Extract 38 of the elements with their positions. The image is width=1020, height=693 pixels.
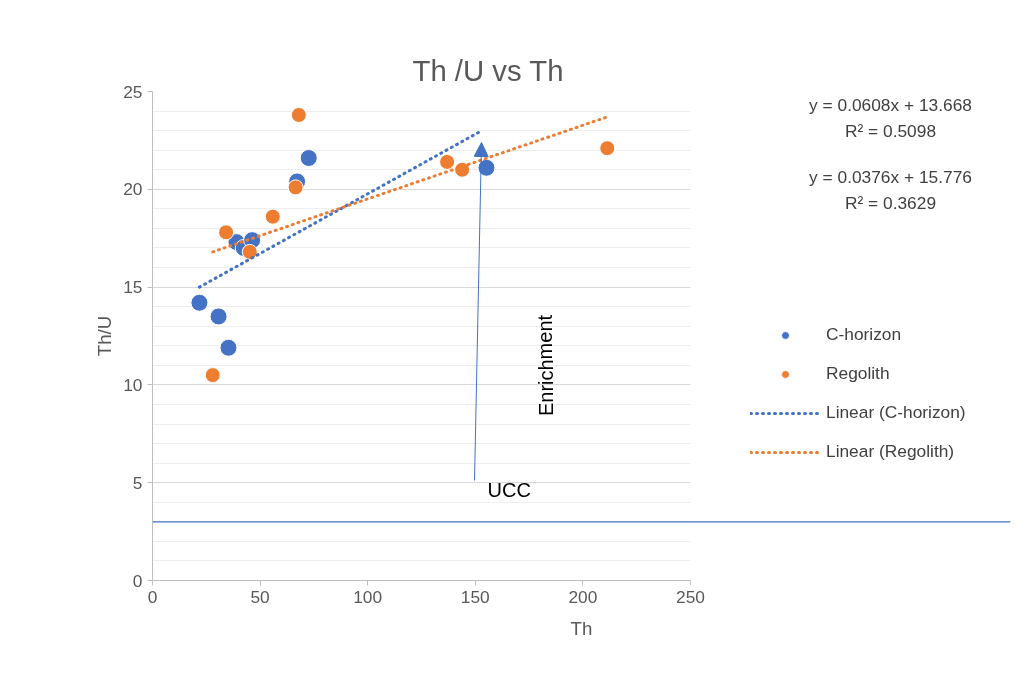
chart-title: Th /U vs Th: [412, 53, 564, 87]
legend-label: Linear (C-horizon): [826, 402, 966, 423]
point: [241, 243, 258, 260]
text: R² = 0.3629: [844, 192, 937, 213]
point: [454, 161, 471, 178]
x-tick-label: 100: [353, 586, 383, 607]
y-tick-label: 20: [123, 179, 143, 200]
point: [204, 367, 221, 384]
point: [299, 149, 318, 167]
legend-label: C-horizon: [826, 324, 902, 345]
x-tick-label: 250: [676, 586, 705, 607]
x-tick-label: 0: [147, 586, 158, 607]
x-tick-label: 50: [250, 586, 270, 607]
x-axis-title: Th: [570, 617, 593, 639]
legend-label: Linear (Regolith): [826, 441, 955, 462]
y-tick-label: 10: [123, 374, 143, 395]
x-tick-label: 150: [460, 586, 490, 607]
legend-label: Regolith: [826, 363, 890, 384]
point: [209, 307, 228, 326]
text: y = 0.0608x + 13.668: [809, 94, 972, 115]
text: R² = 0.5098: [844, 120, 937, 141]
point: [190, 293, 209, 312]
point: [218, 224, 235, 241]
point: [599, 140, 616, 157]
ref-line-label: UCC: [487, 478, 531, 501]
y-axis-title: Th/U: [94, 315, 116, 357]
y-tick-label: 15: [123, 277, 143, 298]
annotation: Enrichment: [534, 314, 557, 417]
point: [264, 208, 281, 225]
point: [287, 179, 304, 196]
point: [439, 153, 456, 170]
y-tick-label: 0: [132, 570, 143, 591]
x-tick-label: 200: [568, 586, 598, 607]
y-tick-label: 25: [123, 81, 143, 102]
text: y = 0.0376x + 15.776: [809, 166, 972, 187]
point: [290, 106, 307, 123]
y-tick-label: 5: [132, 472, 143, 493]
point: [219, 338, 238, 357]
